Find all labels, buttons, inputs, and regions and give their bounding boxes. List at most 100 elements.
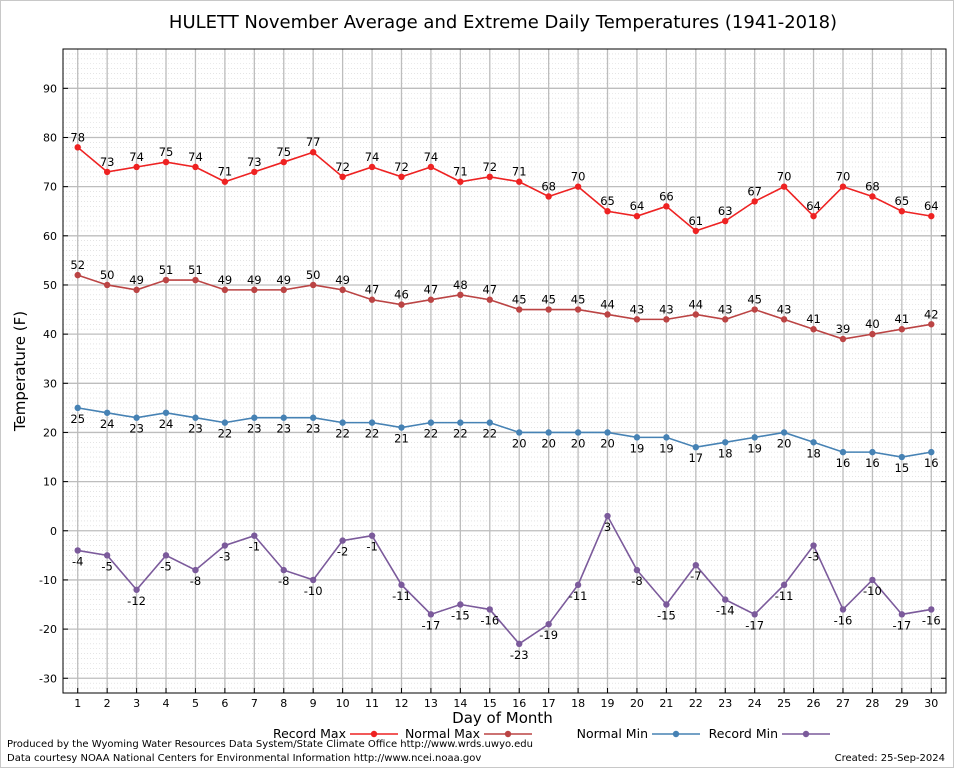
grid bbox=[63, 48, 946, 694]
x-tick-label: 20 bbox=[630, 697, 644, 710]
data-label: 46 bbox=[394, 288, 409, 302]
x-tick-label: 9 bbox=[310, 697, 317, 710]
x-tick-label: 18 bbox=[571, 697, 585, 710]
data-point bbox=[133, 586, 140, 593]
data-point bbox=[722, 217, 729, 225]
x-tick-label: 29 bbox=[895, 697, 909, 710]
data-label: 71 bbox=[512, 165, 527, 179]
data-label: -1 bbox=[249, 540, 260, 554]
data-point bbox=[368, 163, 376, 171]
data-label: 21 bbox=[394, 432, 409, 446]
y-tick-label: 90 bbox=[43, 82, 57, 95]
data-label: 24 bbox=[100, 417, 115, 431]
x-tick-label: 17 bbox=[542, 697, 556, 710]
data-label: 74 bbox=[424, 150, 439, 164]
x-tick-label: 21 bbox=[659, 697, 673, 710]
data-point bbox=[221, 286, 229, 294]
data-label: -17 bbox=[892, 618, 911, 632]
data-point bbox=[869, 448, 876, 456]
data-label: 41 bbox=[895, 312, 910, 326]
data-point bbox=[398, 173, 405, 181]
data-point bbox=[427, 296, 435, 303]
credit-line-1: Produced by the Wyoming Water Resources … bbox=[7, 739, 533, 750]
data-point bbox=[309, 414, 317, 421]
data-label: 22 bbox=[365, 427, 380, 441]
data-point bbox=[309, 149, 317, 156]
data-point bbox=[722, 596, 729, 603]
data-label: -3 bbox=[808, 550, 819, 564]
x-tick-label: 10 bbox=[336, 697, 350, 710]
series-layer: 78 73 74 75 74 71 73 75 77 72 74 72 74 71 72 71 68 70 65 64… bbox=[70, 130, 940, 662]
data-point bbox=[839, 606, 847, 613]
data-point bbox=[780, 316, 788, 323]
data-point bbox=[898, 453, 906, 461]
credit-line-2: Data courtesy NOAA National Centers for … bbox=[7, 753, 482, 764]
data-label: 67 bbox=[747, 184, 762, 198]
data-label: 22 bbox=[482, 427, 497, 441]
data-point bbox=[780, 429, 788, 436]
data-point bbox=[839, 448, 847, 456]
x-tick-label: 6 bbox=[221, 697, 228, 710]
data-label: 19 bbox=[659, 441, 674, 455]
data-label: 19 bbox=[747, 441, 762, 455]
data-label: 65 bbox=[600, 194, 615, 208]
data-point bbox=[810, 542, 817, 549]
data-point bbox=[133, 163, 140, 171]
data-point bbox=[545, 620, 552, 628]
data-point bbox=[751, 198, 758, 205]
y-axis-label: Temperature (F) bbox=[11, 311, 29, 432]
data-point bbox=[280, 566, 287, 574]
data-point bbox=[604, 429, 611, 436]
data-label: -14 bbox=[716, 604, 735, 618]
x-tick-label: 1 bbox=[74, 697, 81, 710]
data-point bbox=[251, 532, 258, 539]
data-label: 3 bbox=[604, 520, 611, 534]
data-label: 22 bbox=[453, 427, 468, 441]
x-tick-label: 3 bbox=[133, 697, 140, 710]
data-label: -11 bbox=[569, 589, 588, 603]
data-point bbox=[928, 606, 935, 613]
data-point bbox=[869, 330, 876, 338]
y-tick-label: -20 bbox=[39, 623, 57, 636]
data-label: 75 bbox=[159, 145, 174, 159]
data-label: 20 bbox=[512, 436, 527, 450]
plot-area bbox=[62, 48, 947, 694]
series-line bbox=[77, 514, 932, 645]
data-point bbox=[663, 203, 670, 210]
data-point bbox=[162, 276, 170, 284]
data-point bbox=[427, 419, 435, 426]
data-point bbox=[928, 321, 935, 328]
data-point bbox=[74, 271, 81, 279]
data-label: 43 bbox=[718, 302, 733, 316]
y-tick-label: 10 bbox=[43, 476, 57, 489]
legend-swatch-marker bbox=[672, 730, 680, 738]
data-point bbox=[103, 281, 111, 289]
data-point bbox=[162, 409, 170, 416]
data-label: 68 bbox=[541, 179, 556, 193]
data-point bbox=[722, 316, 729, 323]
x-tick-label: 28 bbox=[865, 697, 879, 710]
data-label: 23 bbox=[129, 422, 144, 436]
x-tick-label: 22 bbox=[689, 697, 703, 710]
data-label: 16 bbox=[924, 456, 939, 470]
y-tick-label: 20 bbox=[43, 426, 57, 439]
data-point bbox=[192, 566, 199, 574]
y-tick-label: 50 bbox=[43, 279, 57, 292]
data-point bbox=[545, 193, 552, 200]
data-point bbox=[928, 448, 935, 456]
data-point bbox=[574, 581, 582, 589]
data-label: 45 bbox=[512, 293, 527, 307]
y-tick-label: 60 bbox=[43, 230, 57, 243]
series-1: 52 50 49 51 51 49 49 49 50 49 47 46 47 48 47 45 45 45 44 43… bbox=[70, 258, 939, 343]
data-label: 49 bbox=[129, 273, 144, 287]
data-point bbox=[339, 537, 346, 544]
data-point bbox=[692, 443, 700, 451]
series-line bbox=[77, 407, 932, 458]
data-point bbox=[780, 183, 788, 190]
data-point bbox=[692, 227, 700, 235]
data-label: -12 bbox=[127, 594, 146, 608]
data-point bbox=[162, 158, 170, 166]
legend-label: Record Min bbox=[709, 726, 778, 741]
data-label: 70 bbox=[777, 170, 792, 184]
